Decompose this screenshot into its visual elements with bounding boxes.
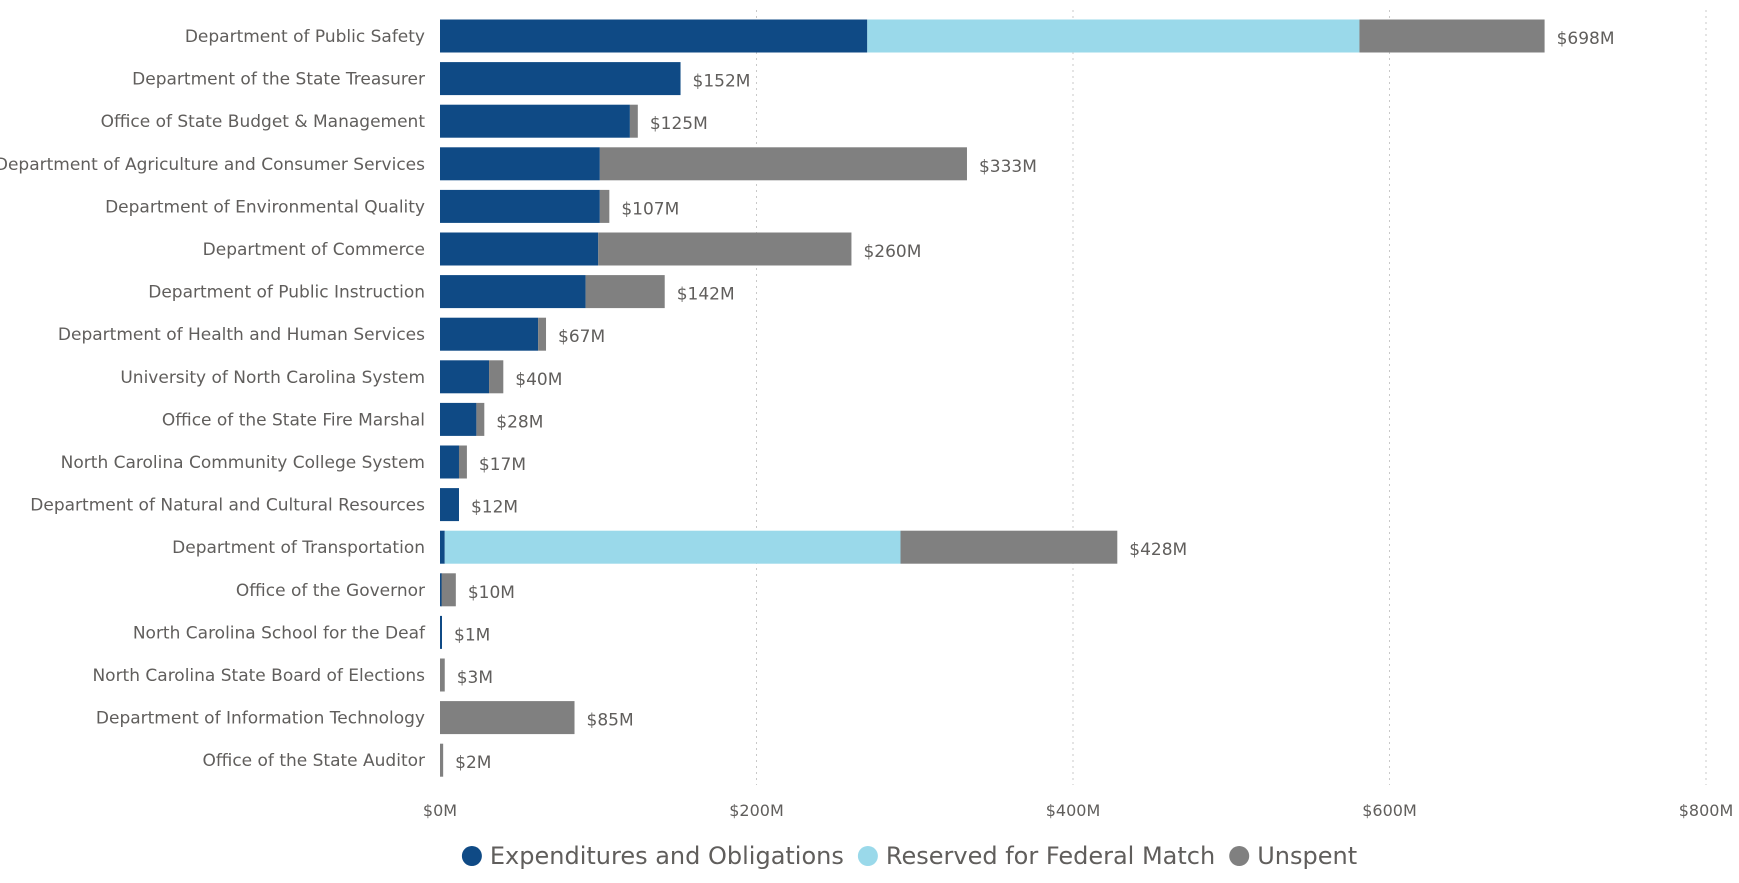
total-data-label: $333M	[979, 157, 1037, 177]
legend-marker-icon	[857, 846, 878, 866]
category-label: Department of Information Technology	[96, 709, 425, 729]
category-label: Department of Environmental Quality	[105, 197, 425, 217]
total-data-label: $12M	[471, 498, 518, 518]
bar-segment[interactable]	[440, 658, 445, 692]
total-data-label: $2M	[455, 753, 491, 773]
total-data-label: $107M	[621, 199, 679, 219]
total-data-label: $28M	[496, 412, 543, 432]
bar-segment[interactable]	[440, 232, 599, 266]
category-label: Department of Natural and Cultural Resou…	[30, 496, 425, 516]
bar-segment[interactable]	[440, 62, 681, 96]
bar-segment[interactable]	[440, 317, 539, 351]
bar-segment[interactable]	[440, 360, 490, 394]
total-data-label: $85M	[587, 711, 634, 731]
total-data-label: $260M	[863, 242, 921, 262]
total-data-label: $698M	[1557, 29, 1615, 49]
data-labels: $698M $152M $125M $333M $107M $260M $142M $67M $…	[454, 29, 1615, 773]
bar-segment[interactable]	[440, 743, 444, 777]
total-data-label: $152M	[693, 72, 751, 92]
x-tick-label: $600M	[1362, 801, 1417, 820]
bar-segment[interactable]	[867, 19, 1360, 53]
bar-segment[interactable]	[599, 189, 610, 223]
category-label: Department of Transportation	[172, 538, 425, 558]
bar-segment[interactable]	[900, 530, 1118, 564]
legend-label[interactable]: Reserved for Federal Match	[886, 842, 1215, 870]
category-label: Office of the Governor	[236, 581, 425, 601]
total-data-label: $40M	[515, 370, 562, 390]
bar-segment[interactable]	[440, 402, 477, 436]
bar-segment[interactable]	[440, 573, 442, 607]
total-data-label: $1M	[454, 625, 490, 645]
x-tick-label: $400M	[1046, 801, 1101, 820]
bar-segment[interactable]	[440, 147, 600, 181]
category-label: Department of Public Safety	[185, 27, 425, 47]
gridlines	[756, 10, 1707, 785]
bar-segment[interactable]	[629, 104, 638, 138]
total-data-label: $3M	[457, 668, 493, 688]
total-data-label: $428M	[1129, 540, 1187, 560]
bar-segment[interactable]	[441, 573, 456, 607]
bar-segment[interactable]	[440, 275, 586, 309]
bar-segment[interactable]	[599, 147, 967, 181]
bar-segment[interactable]	[440, 530, 445, 564]
category-label: Department of the State Treasurer	[132, 70, 425, 90]
category-label: Department of Public Instruction	[148, 283, 425, 303]
x-tick-label: $800M	[1679, 801, 1734, 820]
total-data-label: $125M	[650, 114, 708, 134]
bar-segment[interactable]	[598, 232, 852, 266]
total-data-label: $67M	[558, 327, 605, 347]
category-label: Department of Health and Human Services	[58, 325, 425, 345]
total-data-label: $17M	[479, 455, 526, 475]
bar-segment[interactable]	[440, 445, 459, 479]
legend: Expenditures and Obligations Reserved for…	[461, 842, 1357, 870]
legend-marker-icon	[461, 846, 482, 866]
bar-segment[interactable]	[440, 701, 575, 735]
bar-segment[interactable]	[440, 19, 868, 53]
bar-segment[interactable]	[440, 488, 459, 522]
legend-label[interactable]: Unspent	[1257, 842, 1357, 870]
bar-segment[interactable]	[458, 445, 467, 479]
category-label: Department of Agriculture and Consumer S…	[0, 155, 425, 175]
bars	[440, 19, 1545, 777]
bar-segment[interactable]	[585, 275, 665, 309]
category-label: Office of the State Auditor	[203, 751, 426, 771]
category-label: Office of the State Fire Marshal	[162, 410, 425, 430]
bar-segment[interactable]	[440, 104, 630, 138]
bar-segment[interactable]	[444, 530, 901, 564]
category-labels: Department of Public Safety Department of…	[0, 27, 426, 771]
bar-segment[interactable]	[476, 402, 485, 436]
category-label: Office of State Budget & Management	[101, 112, 426, 132]
category-label: Department of Commerce	[203, 240, 425, 260]
bar-segment[interactable]	[440, 189, 600, 223]
x-tick-label: $200M	[729, 801, 784, 820]
legend-label[interactable]: Expenditures and Obligations	[490, 842, 844, 870]
total-data-label: $142M	[677, 285, 735, 305]
category-label: North Carolina School for the Deaf	[133, 623, 426, 643]
total-data-label: $10M	[468, 583, 515, 603]
bar-segment[interactable]	[489, 360, 504, 394]
bar-segment[interactable]	[538, 317, 547, 351]
legend-marker-icon	[1229, 846, 1250, 866]
x-tick-label: $0M	[423, 801, 457, 820]
bar-segment[interactable]	[440, 615, 442, 649]
category-label: University of North Carolina System	[120, 368, 425, 388]
category-label: North Carolina Community College System	[61, 453, 425, 473]
x-axis-ticks: $0M $200M $400M $600M $800M	[423, 801, 1733, 820]
category-label: North Carolina State Board of Elections	[92, 666, 425, 686]
bar-segment[interactable]	[1359, 19, 1545, 53]
